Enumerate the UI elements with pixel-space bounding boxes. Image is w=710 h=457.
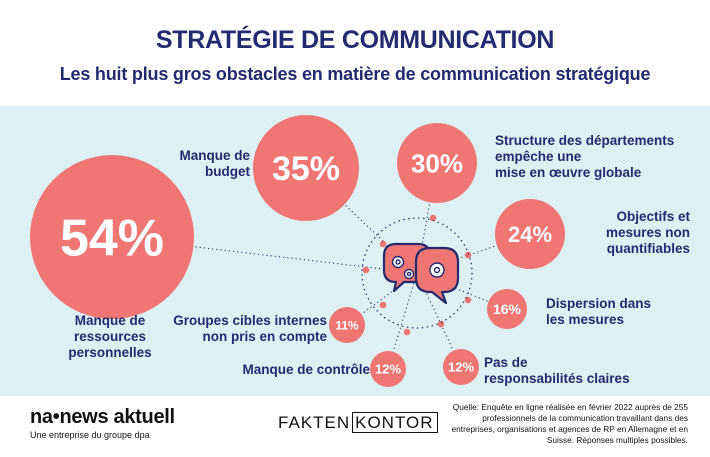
label-line: mesures non — [605, 225, 690, 240]
label-line: Manque de contrôle — [242, 362, 370, 377]
bubble-label-6: Pas de responsabilités claires — [484, 355, 644, 387]
ring-dot-6 — [437, 320, 445, 328]
bubble-value-8: 11% — [335, 318, 359, 332]
label-line: Pas de — [484, 355, 528, 370]
news-aktuell-logo: na•news aktuell Une entreprise du groupe… — [30, 406, 175, 440]
brand-right: KONTOR — [352, 412, 438, 433]
bubble-7 — [370, 351, 406, 387]
label-line: empêche une — [495, 149, 582, 164]
bubble-3 — [397, 123, 477, 203]
logo-main-text: na•news aktuell — [30, 406, 175, 428]
bubble-value-6: 12% — [448, 360, 474, 375]
source-note: Quelle: Enquête en ligne réalisée en fév… — [451, 402, 688, 445]
bubble-label-7: Manque de contrôle — [200, 362, 370, 378]
label-line: Groupes cibles internes — [173, 313, 327, 328]
page-title: STRATÉGIE DE COMMUNICATION — [155, 26, 555, 54]
bubble-value-4: 24% — [508, 222, 552, 247]
label-line: les mesures — [546, 312, 625, 327]
label-line: personnelles — [68, 345, 152, 360]
label-line: Manque de — [74, 313, 146, 328]
label-line: Structure des départements — [495, 133, 675, 148]
connector-line-4 — [416, 233, 531, 274]
bubble-label-1: Manque de ressources personnelles — [50, 313, 170, 361]
label-line: non pris en compte — [202, 329, 327, 344]
bubble-value-3: 30% — [411, 148, 463, 178]
bubble-6 — [443, 349, 479, 385]
ring-dot-4 — [464, 251, 472, 259]
bubble-value-5: 16% — [493, 301, 522, 317]
ring-dot-2 — [379, 240, 387, 248]
bubble-value-1: 54% — [60, 210, 164, 268]
bubble-label-4: Objectifs et mesures non quantifiables — [570, 209, 690, 257]
brand-left: FAKTEN — [278, 413, 351, 432]
ring-dot-8 — [379, 301, 387, 309]
label-line: Manque de — [179, 148, 250, 163]
ring-dot-3 — [429, 214, 437, 222]
speech-bubbles-gears-icon — [382, 242, 460, 305]
center-ring — [361, 217, 473, 329]
ring-dot-1 — [362, 266, 370, 274]
label-line: budget — [205, 164, 250, 179]
bubble-label-2: Manque de budget — [150, 148, 250, 180]
label-line: Objectifs et — [616, 209, 690, 224]
label-line: mise en œuvre globale — [495, 165, 642, 180]
label-line: ressources — [73, 329, 147, 344]
page-subtitle: Les huit plus gros obstacles en matière … — [59, 64, 651, 84]
ring-dot-7 — [403, 328, 411, 336]
faktenkontor-logo: FAKTEN KONTOR — [278, 412, 438, 433]
bubble-label-5: Dispersion dans les mesures — [546, 296, 666, 328]
bubble-4 — [495, 199, 565, 269]
bubble-value-2: 35% — [272, 150, 340, 188]
bubble-8 — [329, 307, 365, 343]
label-line: responsabilités claires — [484, 371, 630, 386]
bubble-2 — [253, 115, 359, 221]
label-line: Dispersion dans — [546, 296, 652, 311]
bubble-5 — [487, 289, 527, 329]
label-line: quantifiables — [606, 241, 690, 256]
logo-sub-text: Une entreprise du groupe dpa — [30, 430, 150, 440]
bubble-1 — [30, 155, 194, 319]
bubble-label-8: Groupes cibles internes non pris en compt… — [150, 313, 327, 345]
bubble-value-7: 12% — [375, 362, 401, 377]
bubble-label-3: Structure des départements empêche une mis… — [495, 133, 695, 181]
